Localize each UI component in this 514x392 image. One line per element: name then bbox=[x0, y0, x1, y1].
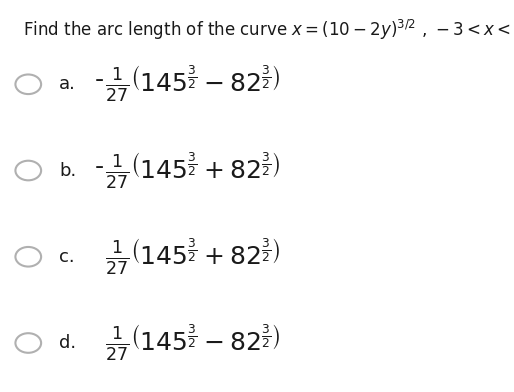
Text: d.: d. bbox=[59, 334, 76, 352]
Text: b.: b. bbox=[59, 162, 77, 180]
Text: c.: c. bbox=[59, 248, 75, 266]
Text: Find the arc length of the curve $x = (10 - 2y)^{3/2}\ ,\,-3 < x < \frac{1}{2}$: Find the arc length of the curve $x = (1… bbox=[23, 18, 514, 45]
Text: -: - bbox=[95, 154, 104, 179]
Text: a.: a. bbox=[59, 75, 76, 93]
Text: $\frac{1}{27}\left(145^{\frac{3}{2}} + 82^{\frac{3}{2}}\right)$: $\frac{1}{27}\left(145^{\frac{3}{2}} + 8… bbox=[105, 151, 281, 191]
Text: $\frac{1}{27}\left(145^{\frac{3}{2}} + 82^{\frac{3}{2}}\right)$: $\frac{1}{27}\left(145^{\frac{3}{2}} + 8… bbox=[105, 237, 281, 277]
Text: $\frac{1}{27}\left(145^{\frac{3}{2}} - 82^{\frac{3}{2}}\right)$: $\frac{1}{27}\left(145^{\frac{3}{2}} - 8… bbox=[105, 323, 281, 363]
Text: -: - bbox=[95, 68, 104, 93]
Text: $\frac{1}{27}\left(145^{\frac{3}{2}} - 82^{\frac{3}{2}}\right)$: $\frac{1}{27}\left(145^{\frac{3}{2}} - 8… bbox=[105, 64, 281, 104]
